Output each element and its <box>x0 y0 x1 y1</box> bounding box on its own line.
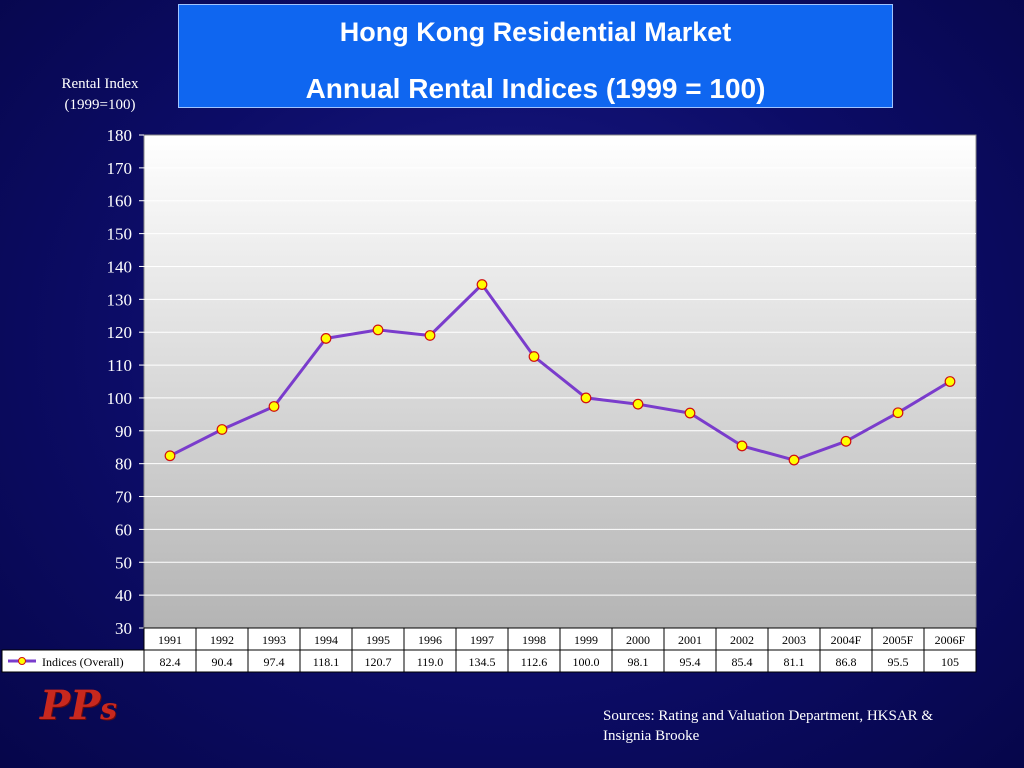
data-label: 95.4 <box>680 655 701 669</box>
y-tick-label: 150 <box>107 225 133 244</box>
data-point <box>684 407 696 419</box>
data-point <box>268 401 280 412</box>
x-tick-label: 1995 <box>366 633 390 647</box>
title-box: Hong Kong Residential Market Annual Rent… <box>178 4 893 108</box>
x-tick-label: 1997 <box>470 633 494 647</box>
data-point <box>840 435 852 447</box>
y-tick-label: 170 <box>107 159 133 178</box>
data-point <box>424 330 436 341</box>
x-tick-label: 1993 <box>262 633 286 647</box>
title-line-1: Hong Kong Residential Market <box>339 17 732 47</box>
y-tick-label: 160 <box>107 192 133 211</box>
data-point <box>788 454 800 466</box>
data-label: 134.5 <box>469 655 496 669</box>
x-tick-label: 2005F <box>883 633 914 647</box>
x-tick-label: 1999 <box>574 633 598 647</box>
data-label: 95.5 <box>888 655 909 669</box>
data-label: 100.0 <box>573 655 600 669</box>
x-tick-label: 2000 <box>626 633 650 647</box>
y-tick-label: 40 <box>115 586 132 605</box>
source-note: Sources: Rating and Valuation Department… <box>603 706 1003 746</box>
plot-area <box>143 134 977 629</box>
data-label: 105 <box>941 655 959 669</box>
data-label: 118.1 <box>313 655 340 669</box>
data-label: 120.7 <box>365 655 392 669</box>
data-label: 85.4 <box>732 655 753 669</box>
data-label: 97.4 <box>264 655 285 669</box>
y-axis-title-line-2: (1999=100) <box>64 97 136 113</box>
x-tick-label: 1996 <box>418 633 442 647</box>
y-tick-label: 70 <box>115 488 132 507</box>
x-tick-label: 1992 <box>210 633 234 647</box>
data-point <box>632 398 644 410</box>
pps-logo: PPs <box>40 682 118 729</box>
legend-label: Indices (Overall) <box>42 655 124 669</box>
data-point <box>476 279 488 290</box>
data-label: 119.0 <box>417 655 444 669</box>
data-point <box>372 324 384 336</box>
y-axis-title-line-1: Rental Index <box>61 76 139 92</box>
x-tick-label: 2003 <box>782 633 806 647</box>
y-tick-label: 30 <box>115 619 132 638</box>
y-tick-label: 60 <box>115 520 132 539</box>
data-label: 86.8 <box>836 655 857 669</box>
y-axis-title: Rental Index (1999=100) <box>40 74 160 116</box>
y-tick-label: 130 <box>107 290 133 309</box>
y-tick-label: 140 <box>107 257 133 276</box>
data-point <box>892 407 904 419</box>
data-point <box>736 440 748 452</box>
data-point <box>944 376 956 387</box>
source-line-1: Sources: Rating and Valuation Department… <box>603 708 934 724</box>
data-point <box>320 333 332 344</box>
x-tick-label: 1994 <box>314 633 338 647</box>
data-label: 81.1 <box>784 655 805 669</box>
x-tick-label: 2006F <box>935 633 966 647</box>
x-tick-label: 1998 <box>522 633 546 647</box>
data-point <box>580 392 592 404</box>
y-tick-label: 80 <box>115 455 132 474</box>
title-line-2: Annual Rental Indices (1999 = 100) <box>305 73 766 104</box>
x-tick-label: 2001 <box>678 633 702 647</box>
data-label: 90.4 <box>212 655 233 669</box>
data-label: 112.6 <box>521 655 548 669</box>
y-tick-label: 90 <box>115 422 132 441</box>
y-tick-label: 100 <box>107 389 133 408</box>
y-tick-label: 180 <box>107 126 133 145</box>
x-tick-label: 2002 <box>730 633 754 647</box>
legend-marker <box>18 657 26 665</box>
x-tick-label: 1991 <box>158 633 182 647</box>
y-tick-label: 50 <box>115 553 132 572</box>
data-point <box>528 351 540 362</box>
data-point <box>164 450 176 462</box>
data-label: 98.1 <box>628 655 649 669</box>
data-label: 82.4 <box>160 655 181 669</box>
y-tick-label: 110 <box>107 356 132 375</box>
series-line-indices-overall <box>169 283 951 462</box>
data-point <box>216 424 228 435</box>
y-tick-label: 120 <box>107 323 133 342</box>
x-tick-label: 2004F <box>831 633 862 647</box>
source-line-2: Insignia Brooke <box>603 728 700 744</box>
